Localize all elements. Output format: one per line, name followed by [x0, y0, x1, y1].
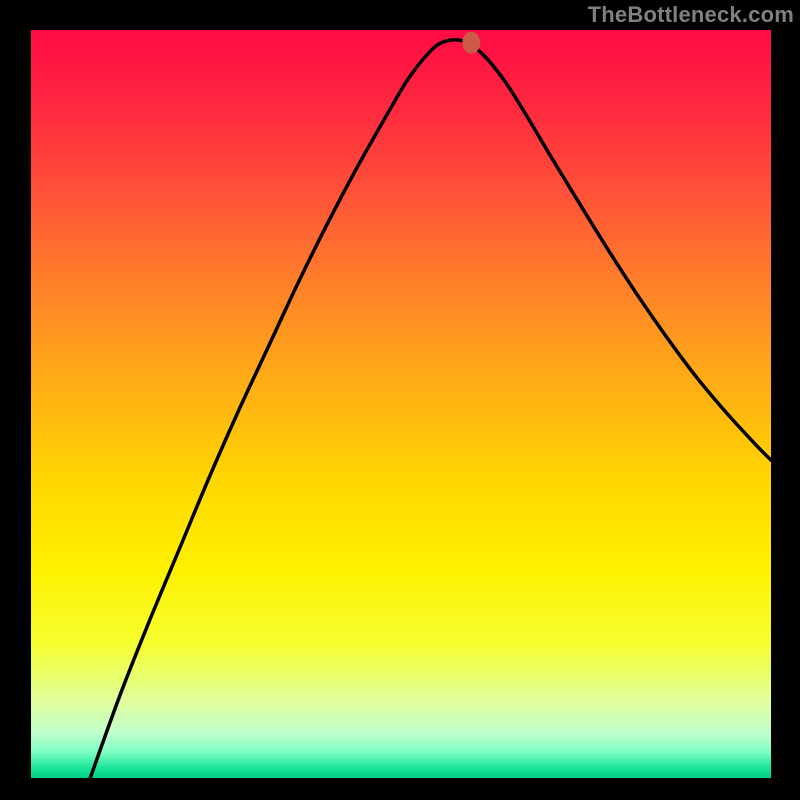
chart-container: TheBottleneck.com: [0, 0, 800, 800]
attribution-label: TheBottleneck.com: [588, 2, 794, 28]
gradient-background: [31, 30, 771, 778]
plot-area: [31, 30, 771, 778]
